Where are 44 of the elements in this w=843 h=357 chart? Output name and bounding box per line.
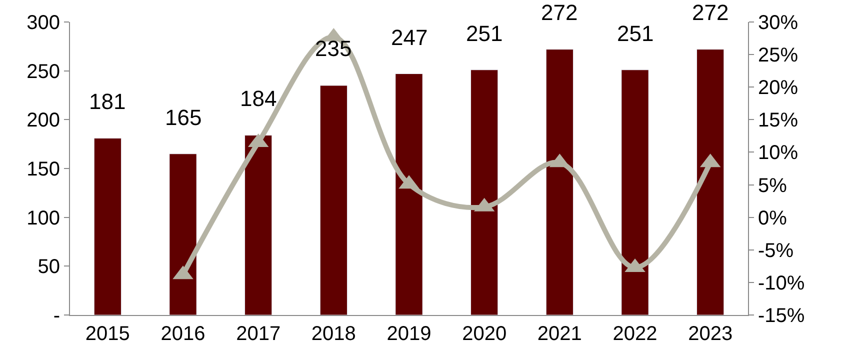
x-tick-label: 2017 bbox=[236, 323, 281, 345]
data-label: 251 bbox=[466, 21, 503, 46]
y2-tick-label: 5% bbox=[758, 174, 788, 197]
y2-tick-label: 30% bbox=[758, 12, 798, 34]
data-label: 251 bbox=[617, 21, 654, 46]
x-tick-label: 2018 bbox=[311, 323, 356, 345]
y-tick-label: 250 bbox=[26, 60, 60, 83]
y-tick-label: 150 bbox=[26, 158, 60, 180]
y-tick-label: 50 bbox=[38, 256, 60, 278]
bar bbox=[621, 70, 649, 315]
data-label: 272 bbox=[692, 0, 729, 25]
data-label: 247 bbox=[391, 25, 428, 50]
bar bbox=[546, 49, 574, 315]
y-tick-label: 100 bbox=[26, 207, 60, 230]
y-tick-label: - bbox=[53, 305, 60, 327]
y-tick-label: 200 bbox=[26, 110, 60, 132]
bar bbox=[169, 154, 197, 315]
bar bbox=[470, 70, 498, 315]
y2-tick-label: -15% bbox=[758, 305, 805, 327]
y2-tick-label: 15% bbox=[758, 110, 798, 132]
bar bbox=[320, 85, 348, 315]
y2-tick-label: -10% bbox=[758, 272, 805, 294]
y-tick-label: 300 bbox=[26, 12, 60, 34]
y2-tick-label: 10% bbox=[758, 142, 798, 164]
data-label: 181 bbox=[89, 89, 126, 114]
data-label: 272 bbox=[541, 0, 578, 25]
x-tick-label: 2019 bbox=[386, 323, 432, 345]
bar bbox=[696, 49, 724, 315]
bar bbox=[395, 74, 423, 315]
y2-tick-label: 20% bbox=[758, 77, 798, 100]
x-tick-label: 2023 bbox=[688, 323, 733, 345]
x-tick-label: 2021 bbox=[537, 323, 582, 345]
x-tick-label: 2022 bbox=[612, 323, 658, 345]
data-label: 184 bbox=[240, 86, 277, 111]
y2-tick-label: 25% bbox=[758, 44, 798, 67]
y2-tick-label: 0% bbox=[758, 207, 788, 230]
y2-tick-label: -5% bbox=[758, 240, 794, 262]
data-label: 235 bbox=[315, 36, 352, 61]
x-tick-label: 2016 bbox=[160, 323, 206, 345]
data-label: 165 bbox=[165, 105, 202, 130]
bar bbox=[94, 138, 122, 315]
x-tick-label: 2020 bbox=[462, 323, 507, 345]
x-tick-label: 2015 bbox=[85, 323, 130, 345]
bar bbox=[244, 135, 272, 315]
